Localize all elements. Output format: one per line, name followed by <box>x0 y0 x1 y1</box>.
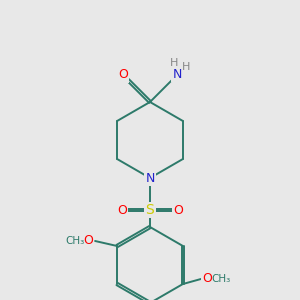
Text: O: O <box>118 68 128 82</box>
Text: N: N <box>172 68 182 80</box>
Text: N: N <box>145 172 155 184</box>
Text: H: H <box>170 58 178 68</box>
Text: O: O <box>202 272 212 286</box>
Text: CH₃: CH₃ <box>65 236 85 246</box>
Text: CH₃: CH₃ <box>211 274 230 284</box>
Text: O: O <box>173 203 183 217</box>
Text: H: H <box>182 62 190 72</box>
Text: S: S <box>146 203 154 217</box>
Text: O: O <box>117 203 127 217</box>
Text: O: O <box>83 235 93 248</box>
